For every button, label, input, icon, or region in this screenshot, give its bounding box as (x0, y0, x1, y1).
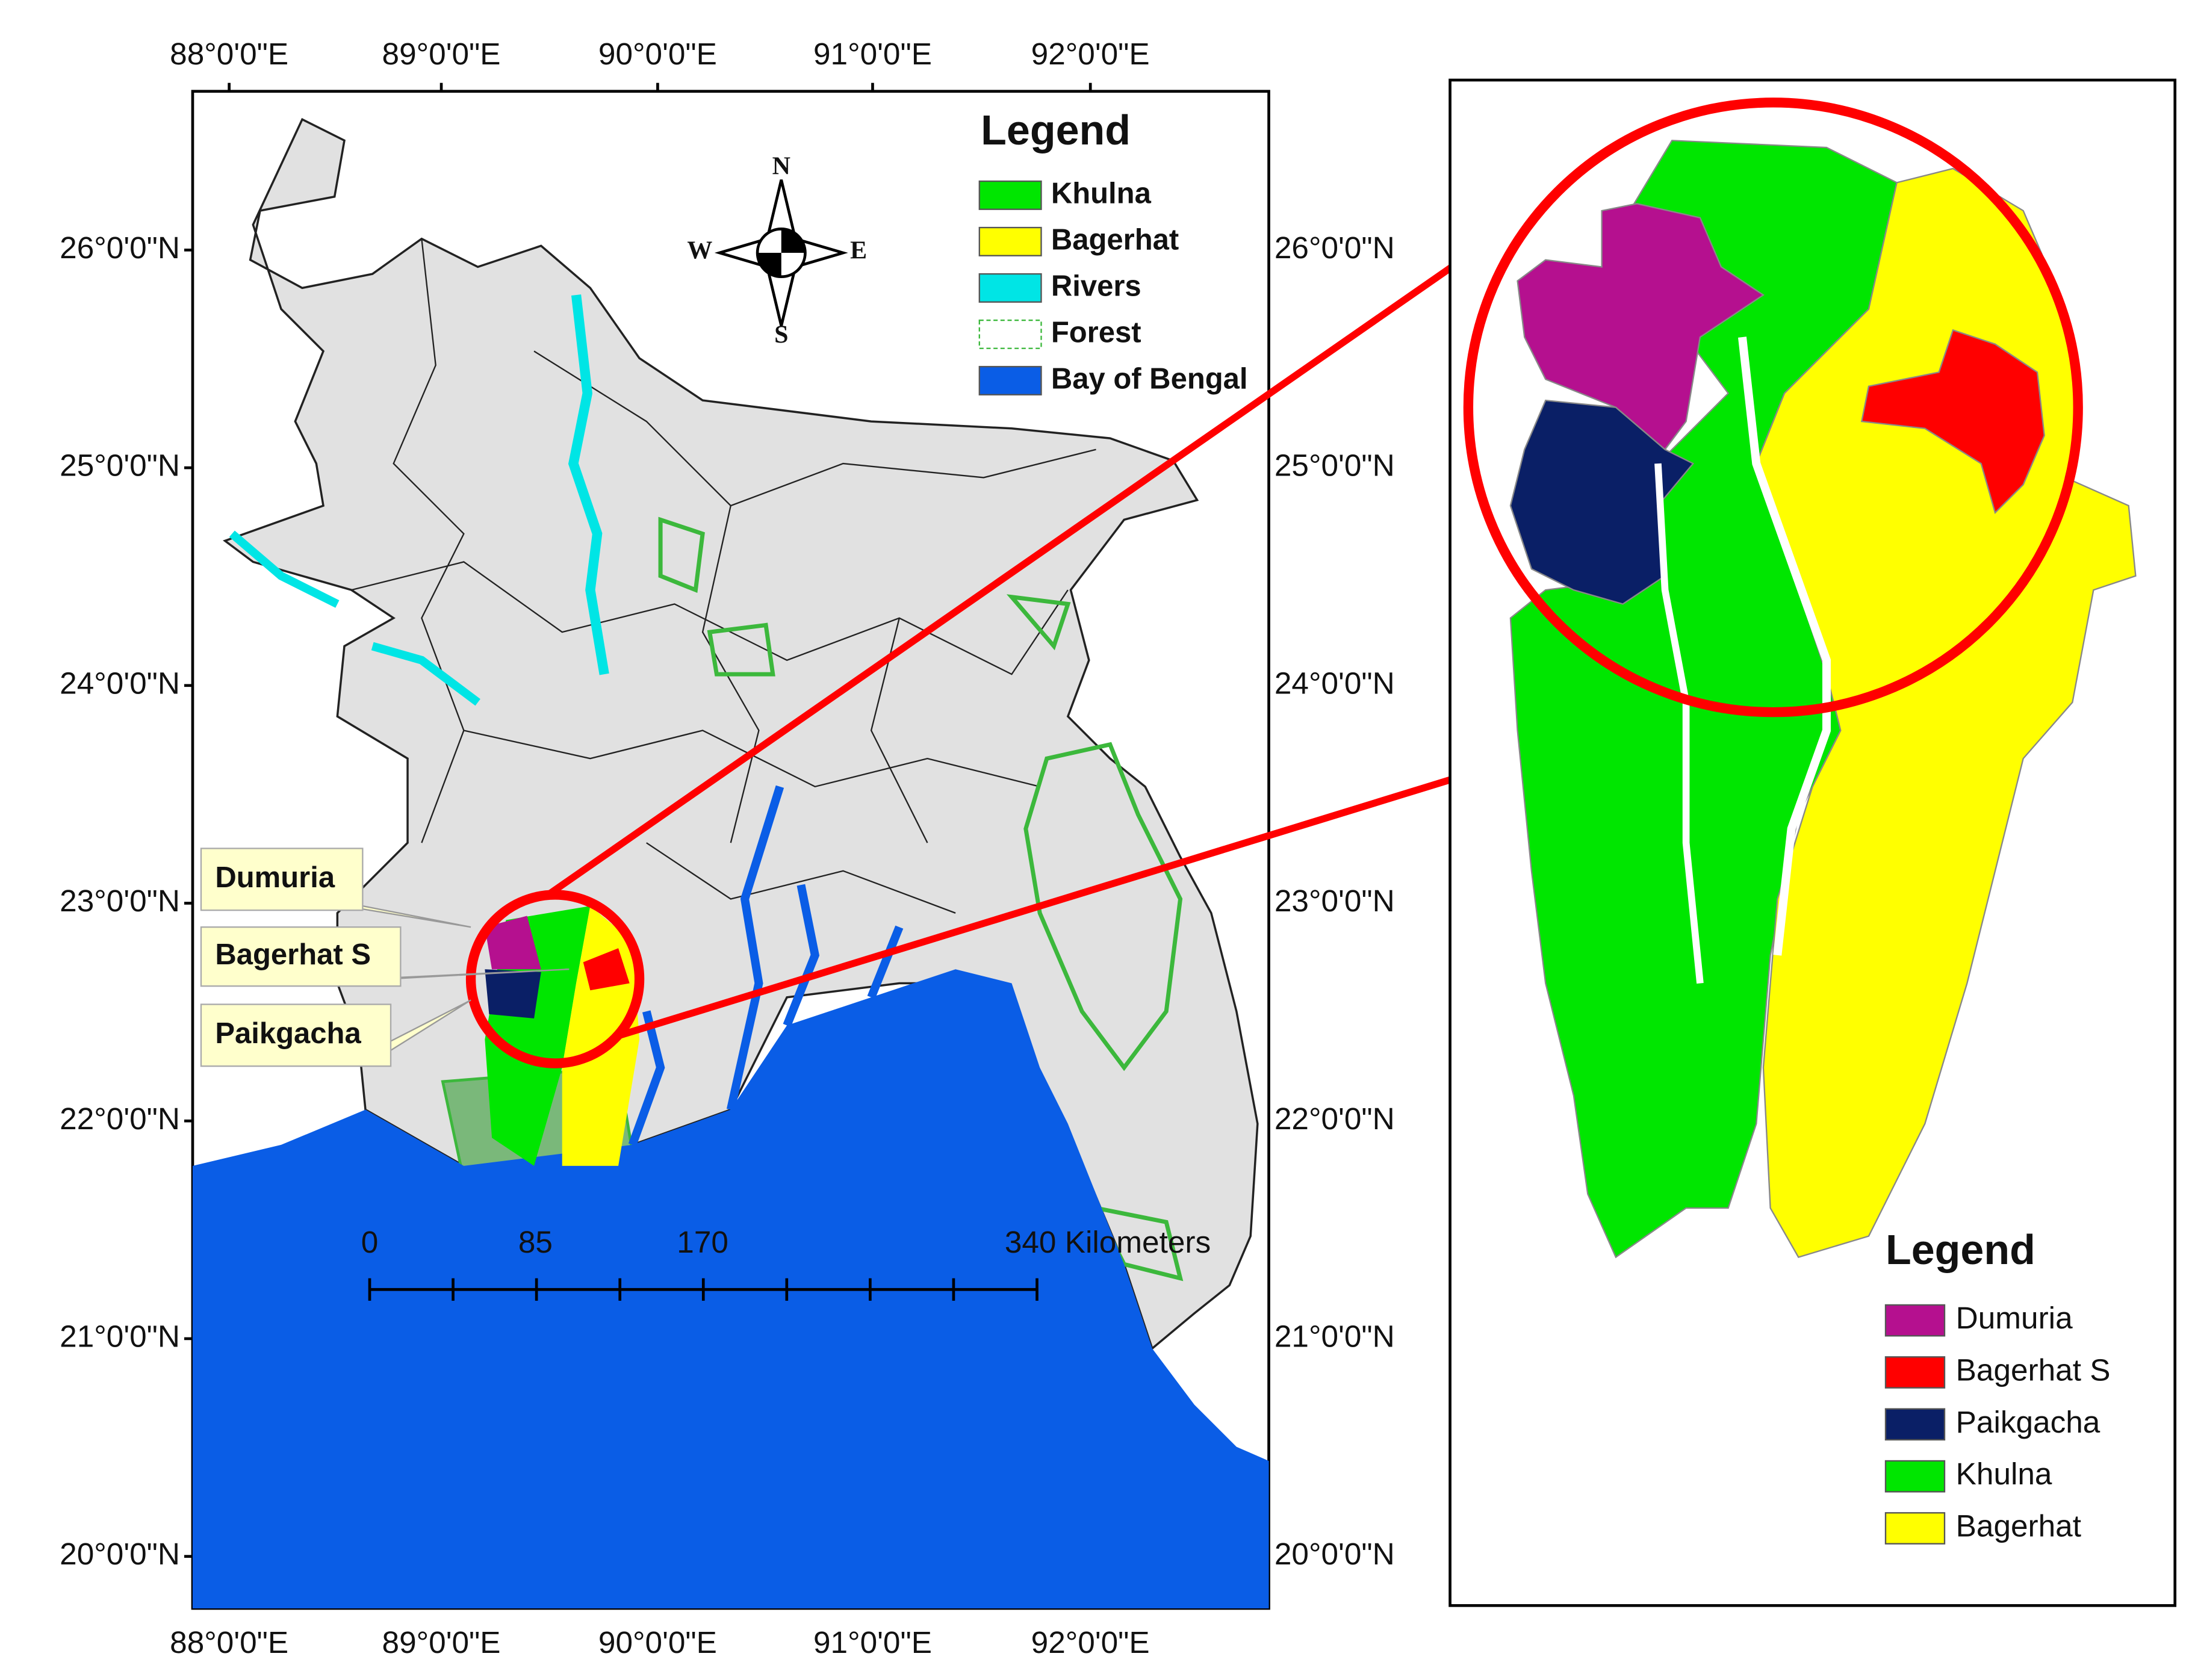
inset-legend-label: Paikgacha (1956, 1405, 2100, 1439)
lat-label-right: 20°0'0"N (1275, 1537, 1395, 1571)
lat-label-left: 21°0'0"N (60, 1319, 180, 1353)
forest-patch (707, 622, 775, 677)
callout-label: Paikgacha (215, 1017, 361, 1050)
legend-label: Rivers (1051, 270, 1141, 302)
inset-legend-swatch (1884, 1408, 1946, 1441)
lon-label-top: 91°0'0"E (813, 37, 932, 71)
lat-label-right: 22°0'0"N (1275, 1102, 1395, 1136)
lon-label-bottom: 92°0'0"E (1031, 1625, 1150, 1660)
legend-label: Bay of Bengal (1051, 362, 1248, 395)
lat-label-right: 21°0'0"N (1275, 1319, 1395, 1353)
river (371, 642, 480, 706)
legend-swatch (978, 180, 1042, 210)
land (223, 117, 1259, 1351)
inset-legend-label: Bagerhat S (1956, 1353, 2111, 1387)
callout-box (200, 848, 364, 911)
lon-label-bottom: 88°0'0"E (170, 1625, 288, 1660)
main-map: N S E W Legend Khulna Bagerhat Rivers Fores… (192, 107, 1269, 1608)
estuary (628, 1010, 665, 1147)
estuary (726, 785, 784, 1111)
legend-label: Khulna (1051, 177, 1152, 209)
north-arrow: N S E W (687, 153, 867, 349)
scale-label: 0 (361, 1225, 379, 1259)
lat-label-right: 25°0'0"N (1275, 448, 1395, 483)
compass-n: N (772, 153, 790, 181)
lat-label-left: 24°0'0"N (60, 666, 180, 700)
lat-label-left: 20°0'0"N (60, 1537, 180, 1571)
lon-label-top: 89°0'0"E (382, 37, 501, 71)
inset-legend-swatch (1884, 1356, 1946, 1389)
lon-label-top: 90°0'0"E (598, 37, 717, 71)
legend-swatch (978, 319, 1042, 349)
callout-box (200, 926, 402, 987)
legend-swatch (978, 365, 1042, 395)
legend-label: Forest (1051, 316, 1141, 349)
study-bagerhat-s (583, 948, 630, 991)
main-legend: Legend Khulna Bagerhat Rivers Forest Bay of … (978, 107, 1248, 395)
lat-label-right: 24°0'0"N (1275, 666, 1395, 700)
callouts: Dumuria Bagerhat S Paikgacha (200, 848, 570, 1067)
lat-label-left: 23°0'0"N (60, 884, 180, 918)
lon-label-bottom: 90°0'0"E (598, 1625, 717, 1660)
legend-title: Legend (981, 107, 1131, 153)
lat-label-left: 26°0'0"N (60, 231, 180, 265)
study-paikgacha (485, 969, 541, 1018)
inset-legend-swatch (1884, 1460, 1946, 1493)
estuary (867, 925, 904, 999)
callout-label: Bagerhat S (215, 938, 371, 971)
lat-label-left: 25°0'0"N (60, 448, 180, 483)
legend-swatch (978, 226, 1042, 256)
estuaries (628, 785, 904, 1147)
inset-legend-label: Khulna (1956, 1457, 2052, 1491)
callout-label: Dumuria (215, 861, 335, 894)
inset-legend-swatch (1884, 1304, 1946, 1337)
study-dumuria (485, 916, 541, 970)
lon-label-top: 92°0'0"E (1031, 37, 1150, 71)
lon-label-bottom: 91°0'0"E (813, 1625, 932, 1660)
border (533, 350, 1096, 507)
inset-bagerhat-s (1860, 329, 2045, 514)
inset-legend: Legend Dumuria Bagerhat S Paikgacha Khulna B… (1884, 1226, 2111, 1545)
lon-label-bottom: 89°0'0"E (382, 1625, 501, 1660)
zoom-line (546, 210, 1531, 898)
callout-box (200, 1003, 392, 1067)
river (568, 294, 609, 675)
forest-patch (1023, 742, 1183, 1071)
inset-map: Legend Dumuria Bagerhat S Paikgacha Khulna B… (1463, 98, 2137, 1545)
scale-label: 340 Kilometers (1005, 1225, 1211, 1259)
inset-river (1738, 336, 1831, 956)
border (464, 730, 1040, 788)
estuary (783, 884, 820, 1028)
zoom-circle (465, 890, 645, 1068)
compass-s: S (774, 321, 788, 349)
scale-label: 85 (518, 1225, 553, 1259)
axes: 88°0'0"E 88°0'0"E 89°0'0"E 89°0'0"E 90°0'0"E… (60, 37, 1395, 1660)
lat-label-right: 23°0'0"N (1275, 884, 1395, 918)
forest-patch (1006, 594, 1071, 651)
compass-fill (757, 229, 806, 277)
scale-bar: 0 85 170 340 Kilometers (361, 1225, 1211, 1301)
border (701, 505, 760, 843)
lon-label-top: 88°0'0"E (170, 37, 288, 71)
inset-legend-title: Legend (1886, 1226, 2035, 1273)
scale-label: 170 (677, 1225, 728, 1259)
compass-e: E (850, 237, 867, 265)
border (351, 561, 1069, 675)
inset-legend-swatch (1884, 1512, 1946, 1545)
legend-swatch (978, 273, 1042, 303)
lat-label-right: 26°0'0"N (1275, 231, 1395, 265)
border (646, 842, 956, 914)
legend-label: Bagerhat (1051, 223, 1179, 256)
inset-legend-label: Bagerhat (1956, 1509, 2081, 1543)
compass-w: W (687, 237, 712, 265)
river (229, 530, 340, 608)
inset-legend-label: Dumuria (1956, 1301, 2073, 1335)
forest-patch (658, 516, 705, 594)
inset-zoom-circle (1463, 98, 2083, 718)
lat-label-left: 22°0'0"N (60, 1102, 180, 1136)
inset-dumuria (1517, 203, 1765, 451)
